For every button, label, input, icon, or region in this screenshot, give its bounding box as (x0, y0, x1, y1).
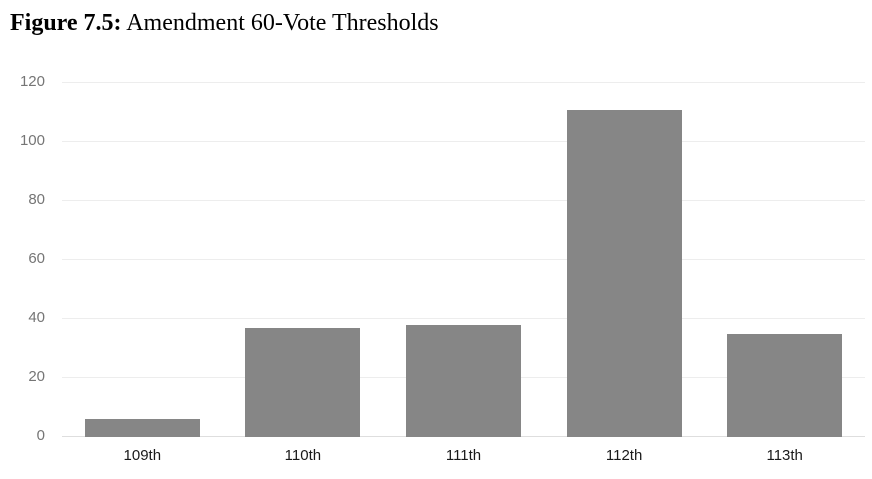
figure-number-label: Figure 7.5: (10, 10, 122, 36)
y-tick-label: 20 (28, 368, 45, 385)
y-gridline (62, 82, 865, 83)
y-tick-label: 60 (28, 250, 45, 267)
y-tick-label: 0 (36, 427, 45, 444)
y-gridline (62, 200, 865, 201)
bar-109th (84, 419, 200, 437)
x-tick-label: 113th (766, 447, 803, 464)
x-tick-label: 110th (284, 447, 322, 464)
figure-title-text: Amendment 60-Vote Thresholds (121, 10, 439, 36)
bar-113th (727, 333, 843, 437)
bar-111th (406, 324, 521, 437)
y-tick-label: 120 (19, 73, 45, 90)
x-tick-label: 112th (605, 447, 643, 464)
chart-title: Figure 7.5: Amendment 60-Vote Thresholds (10, 10, 439, 37)
y-gridline (62, 141, 865, 142)
x-tick-label: 109th (123, 447, 162, 464)
y-tick-label: 40 (28, 309, 45, 326)
y-tick-label: 80 (28, 191, 45, 208)
x-tick-label: 111th (445, 447, 482, 464)
y-gridline (62, 318, 865, 319)
y-gridline (62, 259, 865, 260)
bar-112th (566, 109, 682, 437)
bar-110th (245, 327, 361, 437)
y-tick-label: 100 (19, 132, 45, 149)
